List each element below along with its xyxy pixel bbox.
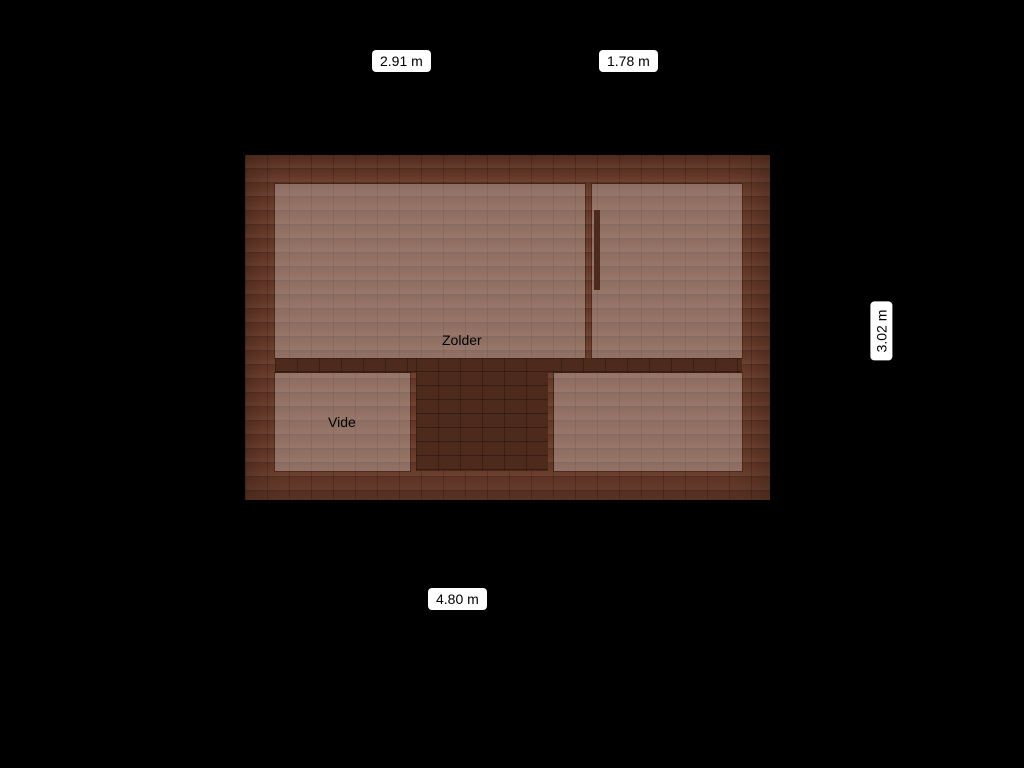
floorplan-canvas: Zolder Vide 2.91 m 1.78 m 3.02 m 4.80 m: [0, 0, 1024, 768]
tick: [488, 597, 494, 599]
divider-top-right: [594, 210, 600, 290]
room-label-zolder: Zolder: [442, 332, 482, 348]
tick: [432, 59, 438, 61]
tick: [591, 59, 597, 61]
dim-bottom: 4.80 m: [428, 588, 487, 610]
panel-top-left: [275, 184, 585, 358]
dim-top-1: 2.91 m: [372, 50, 431, 72]
dim-right: 3.02 m: [870, 302, 892, 361]
room-label-vide: Vide: [328, 414, 356, 430]
panel-top-right: [592, 184, 742, 358]
tick: [420, 597, 426, 599]
tick: [659, 59, 665, 61]
tick: [364, 59, 370, 61]
stair-block: [416, 358, 548, 471]
dim-top-2: 1.78 m: [599, 50, 658, 72]
panel-bottom-right: [554, 373, 742, 471]
